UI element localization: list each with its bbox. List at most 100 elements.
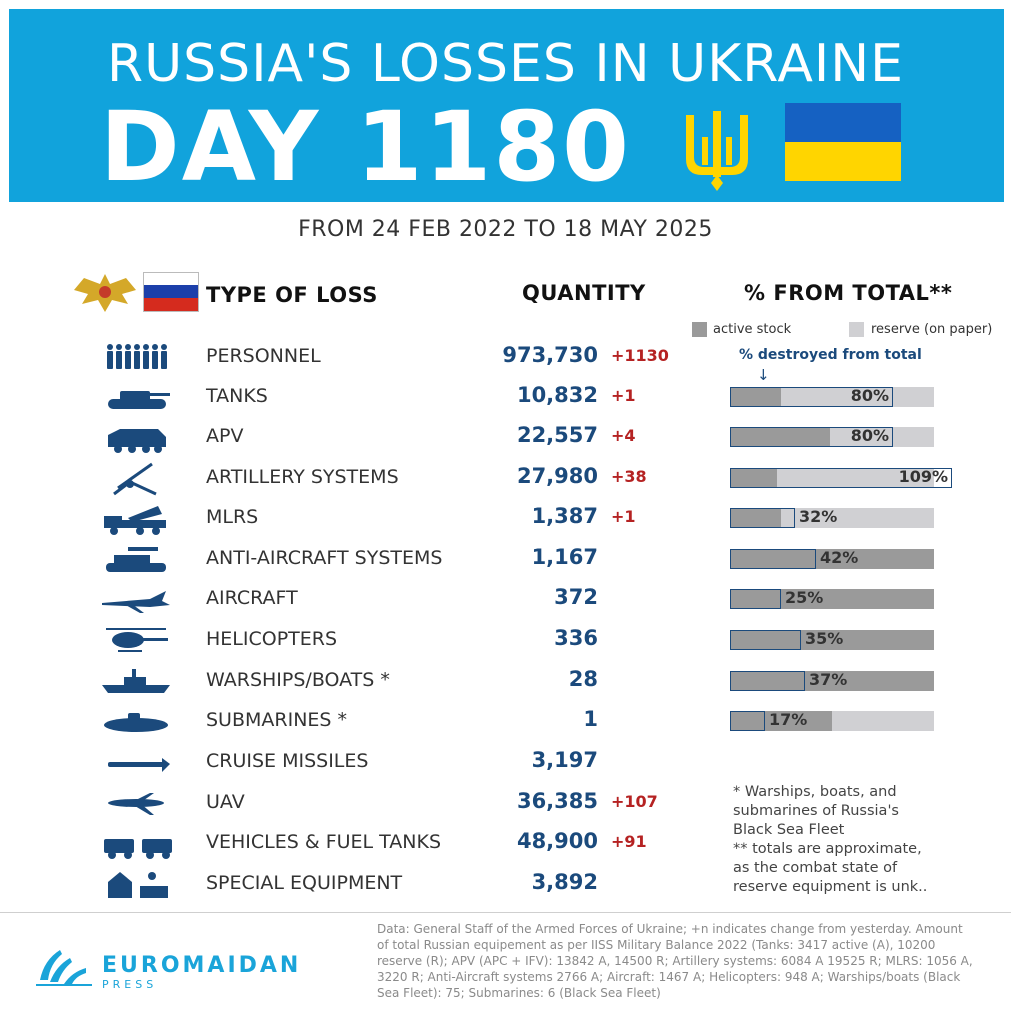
warship-icon <box>102 669 170 693</box>
row-delta: +38 <box>611 467 647 486</box>
submarine-icon <box>104 713 168 732</box>
bar-destroyed-marker <box>730 427 893 447</box>
row-quantity: 1 <box>583 707 598 731</box>
row-quantity: 27,980 <box>516 464 598 488</box>
bar-destroyed-marker <box>730 468 952 488</box>
row-quantity: 36,385 <box>516 789 598 813</box>
bar-reserve-segment <box>830 427 934 447</box>
soldiers-icon <box>107 344 167 369</box>
bar-percent-label: 80% <box>850 386 889 405</box>
bar-destroyed-marker <box>730 508 795 528</box>
bar-percent-label: 109% <box>898 467 948 486</box>
source-note: Data: General Staff of the Armed Forces … <box>377 922 973 1000</box>
row-label: TANKS <box>206 385 268 407</box>
table-row: VEHICLES & FUEL TANKS 48,900 +91 <box>0 825 1011 861</box>
bar-percent-label: 32% <box>799 507 838 526</box>
bar-reserve-segment <box>781 508 934 528</box>
legend-active-swatch <box>692 322 707 337</box>
date-range: FROM 24 FEB 2022 TO 18 MAY 2025 <box>298 217 713 242</box>
table-row: MLRS 1,387 +1 32% <box>0 500 1011 536</box>
row-label: WARSHIPS/BOATS * <box>206 669 390 691</box>
percent-bar: 109% <box>730 467 952 488</box>
row-label: SUBMARINES * <box>206 709 348 731</box>
row-quantity: 1,167 <box>531 545 598 569</box>
logo-sub: PRESS <box>102 978 158 991</box>
row-quantity: 48,900 <box>516 829 598 853</box>
row-label: VEHICLES & FUEL TANKS <box>206 831 442 853</box>
percent-bar: 32% <box>730 507 934 528</box>
table-row: HELICOPTERS 336 35% <box>0 622 1011 658</box>
bar-destroyed-marker <box>730 589 781 609</box>
row-label: SPECIAL EQUIPMENT <box>206 872 403 894</box>
euromaidan-logo-icon <box>36 950 92 986</box>
row-delta: +1 <box>611 386 636 405</box>
row-quantity: 3,892 <box>531 870 598 894</box>
bar-percent-label: 35% <box>805 629 844 648</box>
tank-icon <box>108 391 170 409</box>
table-row: WARSHIPS/BOATS * 28 37% <box>0 663 1011 699</box>
row-quantity: 336 <box>554 626 598 650</box>
bar-destroyed-marker <box>730 711 765 731</box>
row-label: HELICOPTERS <box>206 628 338 650</box>
anti-aircraft-icon <box>106 547 166 572</box>
header-type: TYPE OF LOSS <box>206 283 378 307</box>
row-quantity: 1,387 <box>531 504 598 528</box>
row-delta: +107 <box>611 792 658 811</box>
bar-destroyed-marker <box>730 549 816 569</box>
row-label: PERSONNEL <box>206 345 321 367</box>
percent-bar: 35% <box>730 629 934 650</box>
row-quantity: 3,197 <box>531 748 598 772</box>
percent-bar: 37% <box>730 670 934 691</box>
bar-reserve-segment <box>832 711 934 731</box>
bar-percent-label: 25% <box>785 588 824 607</box>
row-quantity: 28 <box>568 667 598 691</box>
row-quantity: 10,832 <box>516 383 598 407</box>
footnote: * Warships, boats, and submarines of Rus… <box>733 784 928 895</box>
table-row: CRUISE MISSILES 3,197 <box>0 744 1011 780</box>
legend-active-label: active stock <box>713 322 792 337</box>
row-label: APV <box>206 425 244 447</box>
logo-name: EUROMAIDAN <box>102 953 302 978</box>
row-delta: +1 <box>611 507 636 526</box>
row-delta: +1130 <box>611 346 669 365</box>
special-equipment-icon <box>108 872 168 898</box>
banner-title: RUSSIA'S LOSSES IN UKRAINE <box>106 34 904 94</box>
table-row: TANKS 10,832 +1 80% <box>0 379 1011 415</box>
bar-destroyed-marker <box>730 387 893 407</box>
russia-flag <box>143 272 199 312</box>
bar-percent-label: 80% <box>850 426 889 445</box>
bar-reserve-segment <box>781 387 934 407</box>
legend-reserve-swatch <box>849 322 864 337</box>
table-row: AIRCRAFT 372 25% <box>0 581 1011 617</box>
row-delta: +4 <box>611 426 636 445</box>
row-label: ARTILLERY SYSTEMS <box>206 466 399 488</box>
header-quantity: QUANTITY <box>522 281 646 305</box>
ukraine-flag <box>785 103 901 181</box>
aircraft-icon <box>102 591 170 613</box>
percent-bar: 42% <box>730 548 934 569</box>
bar-reserve-segment <box>777 468 934 488</box>
table-row: ANTI-AIRCRAFT SYSTEMS 1,167 42% <box>0 541 1011 577</box>
percent-bar: 17% <box>730 710 934 731</box>
percent-bar: 80% <box>730 386 934 407</box>
row-quantity: 973,730 <box>502 343 598 367</box>
bar-destroyed-marker <box>730 671 805 691</box>
emblem-icon <box>74 274 136 312</box>
header-percent: % FROM TOTAL** <box>744 281 953 305</box>
vehicles-icon <box>104 839 172 859</box>
row-quantity: 22,557 <box>516 423 598 447</box>
table-row: UAV 36,385 +107 <box>0 785 1011 821</box>
uav-icon <box>108 793 164 815</box>
row-delta: +91 <box>611 832 647 851</box>
row-label: MLRS <box>206 506 259 528</box>
apv-icon <box>108 429 166 453</box>
legend-reserve-label: reserve (on paper) <box>871 322 993 337</box>
artillery-icon <box>113 462 157 496</box>
table-row: PERSONNEL 973,730 +1130 <box>0 339 1011 375</box>
bar-destroyed-marker <box>730 630 801 650</box>
mlrs-icon <box>104 506 166 535</box>
banner-day: DAY 1180 <box>100 91 631 203</box>
bar-percent-label: 17% <box>769 710 808 729</box>
row-quantity: 372 <box>554 585 598 609</box>
row-label: AIRCRAFT <box>206 587 298 609</box>
